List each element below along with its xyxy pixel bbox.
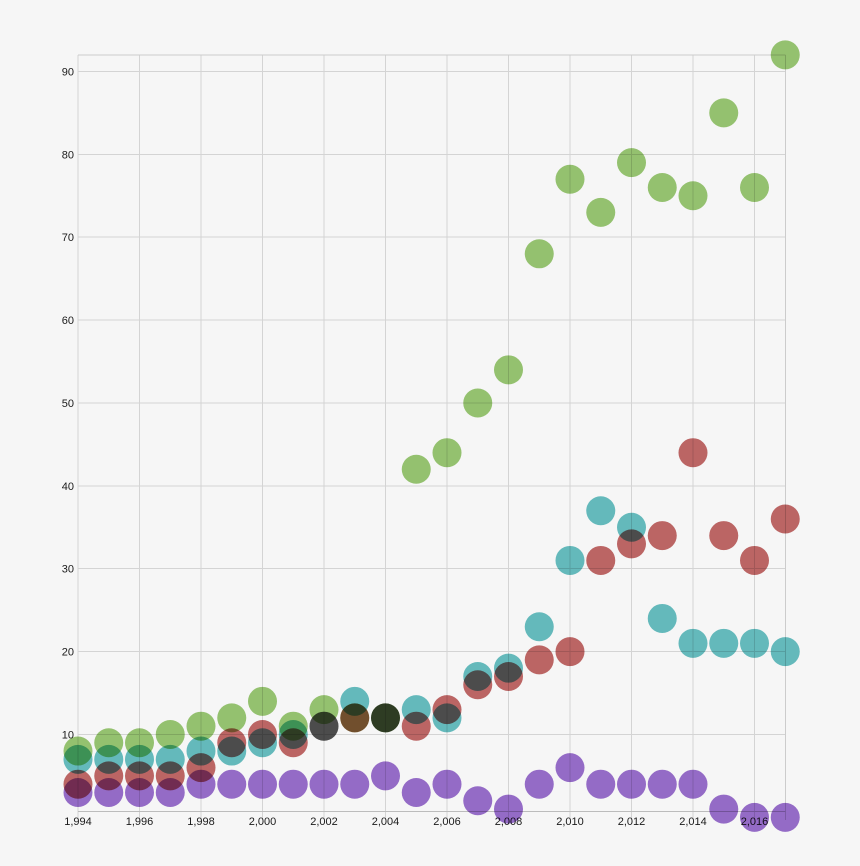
point-purple-series-2017 <box>770 802 800 832</box>
point-teal-series-2001 <box>278 719 308 749</box>
x-tick-label-1996: 1,996 <box>126 816 154 828</box>
point-green-series-2011 <box>586 197 616 227</box>
point-green-series-2016 <box>740 173 769 202</box>
point-teal-series-2000 <box>248 728 277 758</box>
point-teal-series-2013 <box>647 603 677 633</box>
point-teal-series-2016 <box>740 628 769 658</box>
point-red-series-2015 <box>709 521 739 551</box>
point-teal-series-2005 <box>401 695 431 725</box>
point-purple-series-2007 <box>463 786 493 816</box>
point-purple-series-2004 <box>371 761 400 791</box>
point-purple-series-2002 <box>309 769 339 799</box>
point-teal-series-1996 <box>125 744 154 774</box>
point-purple-series-2000 <box>248 769 277 799</box>
y-tick-label-40: 40 <box>62 481 74 493</box>
point-red-series-2010 <box>555 637 585 667</box>
point-green-series-2007 <box>463 388 493 418</box>
x-tick-label-2002: 2,002 <box>310 816 338 828</box>
y-tick-label-50: 50 <box>62 398 74 410</box>
point-teal-series-2017 <box>770 637 800 667</box>
point-green-series-2009 <box>524 239 554 269</box>
point-purple-series-2006 <box>432 769 462 799</box>
point-red-series-2017 <box>770 504 800 534</box>
point-green-series-1999 <box>217 703 247 733</box>
point-teal-series-2010 <box>555 545 585 575</box>
point-green-series-2015 <box>709 98 739 128</box>
y-tick-label-70: 70 <box>62 232 74 244</box>
point-teal-series-2011 <box>586 496 616 526</box>
point-green-series-1997 <box>155 719 185 749</box>
point-teal-series-2002 <box>309 711 339 741</box>
point-red-series-2013 <box>647 521 677 551</box>
y-tick-label-80: 80 <box>62 149 74 161</box>
point-teal-series-2007 <box>463 661 493 691</box>
point-purple-series-2009 <box>524 769 554 799</box>
point-purple-series-1996 <box>125 777 154 807</box>
point-red-series-2016 <box>740 545 769 575</box>
y-tick-label-90: 90 <box>62 66 74 78</box>
x-tick-label-2010: 2,010 <box>556 816 584 828</box>
point-purple-series-1994 <box>63 777 93 807</box>
point-green-series-2000 <box>248 686 277 716</box>
x-tick-label-2000: 2,000 <box>249 816 277 828</box>
y-tick-label-60: 60 <box>62 315 74 327</box>
point-purple-series-1997 <box>155 777 185 807</box>
point-purple-series-2012 <box>617 769 646 799</box>
point-green-series-2013 <box>647 173 677 202</box>
point-teal-series-1999 <box>217 736 247 766</box>
point-purple-series-2008 <box>494 794 523 824</box>
point-green-series-2014 <box>678 181 708 211</box>
point-teal-series-2014 <box>678 628 708 658</box>
point-purple-series-2011 <box>586 769 616 799</box>
point-green-series-1998 <box>186 711 216 741</box>
point-purple-series-2016 <box>740 802 769 832</box>
x-tick-label-2004: 2,004 <box>372 816 400 828</box>
point-teal-series-1997 <box>155 744 185 774</box>
x-tick-label-2012: 2,012 <box>618 816 646 828</box>
point-teal-series-1994 <box>63 744 93 774</box>
point-green-series-2012 <box>617 148 646 178</box>
x-tick-label-1994: 1,994 <box>64 816 92 828</box>
point-purple-series-2010 <box>555 753 585 783</box>
y-tick-label-20: 20 <box>62 647 74 659</box>
point-green-series-2010 <box>555 164 585 194</box>
point-green-series-2006 <box>432 438 462 468</box>
point-teal-series-2015 <box>709 628 739 658</box>
teal-series-points <box>63 496 800 774</box>
point-purple-series-1995 <box>94 777 124 807</box>
purple-series-points <box>63 753 800 832</box>
point-green-series-2017 <box>770 40 800 70</box>
point-purple-series-1998 <box>186 769 216 799</box>
point-purple-series-1999 <box>217 769 247 799</box>
point-teal-series-2009 <box>524 612 554 642</box>
point-teal-series-2006 <box>432 703 462 733</box>
point-green-series-2008 <box>494 355 523 385</box>
x-tick-label-1998: 1,998 <box>187 816 215 828</box>
point-purple-series-2014 <box>678 769 708 799</box>
point-teal-series-2004 <box>371 703 400 733</box>
point-teal-series-2012 <box>617 512 646 542</box>
point-teal-series-1995 <box>94 744 124 774</box>
point-red-series-2009 <box>524 645 554 675</box>
point-teal-series-1998 <box>186 736 216 766</box>
point-purple-series-2015 <box>709 794 739 824</box>
point-purple-series-2005 <box>401 777 431 807</box>
point-teal-series-2003 <box>340 686 370 716</box>
point-teal-series-2008 <box>494 653 523 683</box>
y-tick-label-30: 30 <box>62 564 74 576</box>
point-purple-series-2003 <box>340 769 370 799</box>
point-green-series-2005 <box>401 454 431 484</box>
point-purple-series-2013 <box>647 769 677 799</box>
point-red-series-2011 <box>586 545 616 575</box>
point-red-series-2014 <box>678 438 708 468</box>
x-tick-label-2014: 2,014 <box>679 816 707 828</box>
point-purple-series-2001 <box>278 769 308 799</box>
x-tick-label-2006: 2,006 <box>433 816 461 828</box>
